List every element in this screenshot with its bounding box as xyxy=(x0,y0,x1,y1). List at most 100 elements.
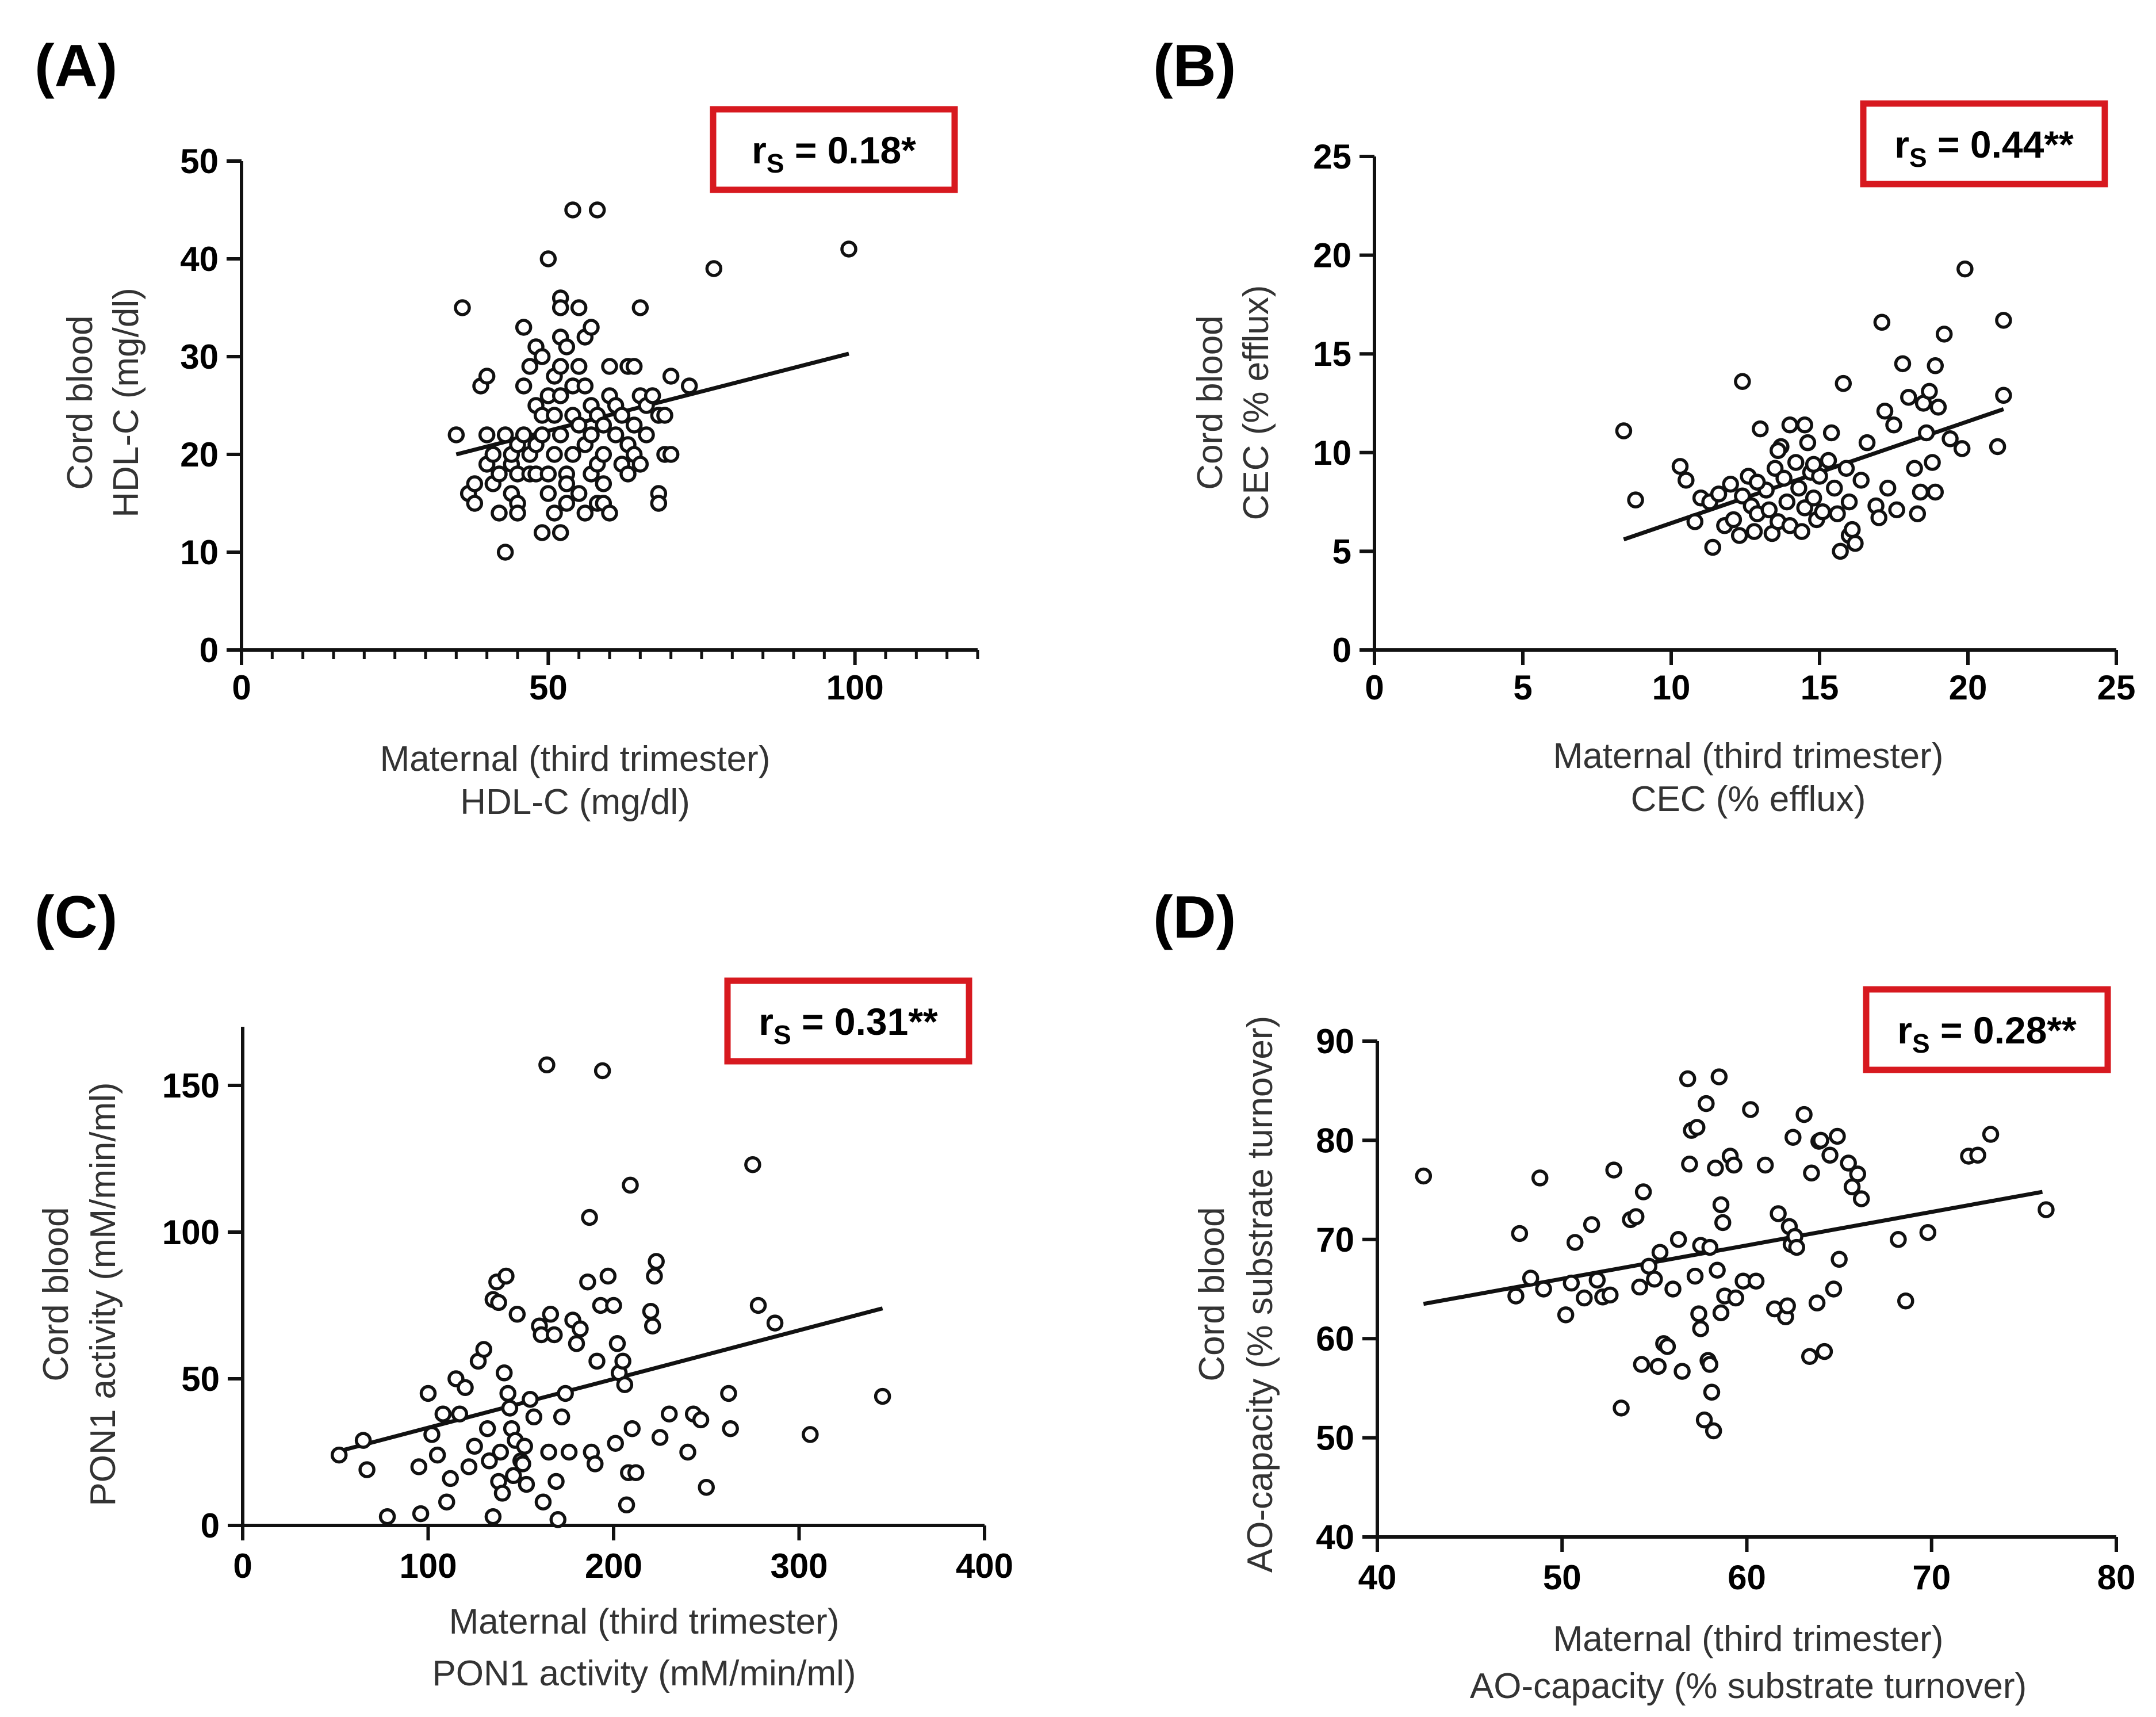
data-point xyxy=(722,1420,739,1437)
y-axis-title: Cord blood xyxy=(36,1207,76,1381)
data-point xyxy=(354,1432,372,1449)
data-point xyxy=(423,1426,441,1443)
data-point xyxy=(515,426,533,443)
data-point xyxy=(1690,1305,1707,1322)
y-tick-label: 100 xyxy=(162,1213,220,1252)
data-point xyxy=(1770,1205,1787,1222)
data-point xyxy=(546,407,563,424)
data-point xyxy=(1795,1106,1813,1123)
data-point xyxy=(534,1493,552,1510)
data-point xyxy=(1634,1183,1652,1200)
data-point xyxy=(595,416,612,434)
data-point xyxy=(539,465,557,483)
data-point xyxy=(802,1426,819,1443)
x-tick-label: 80 xyxy=(2097,1558,2136,1597)
y-tick-label: 10 xyxy=(180,533,219,572)
x-axis-title: CEC (% efflux) xyxy=(1631,779,1866,819)
data-point xyxy=(627,1464,645,1481)
data-point xyxy=(1956,260,1974,278)
data-point xyxy=(515,377,533,395)
data-point xyxy=(1876,402,1894,420)
data-point xyxy=(1826,479,1843,497)
data-point xyxy=(546,1326,563,1344)
data-point xyxy=(484,1508,502,1525)
data-point xyxy=(1935,326,1953,343)
x-tick-label: 300 xyxy=(770,1547,828,1585)
stat-box xyxy=(1860,100,2108,188)
data-point xyxy=(478,368,496,385)
data-point xyxy=(588,1352,606,1370)
panel-d: (D) 40 50 60 70 80 40 50 60 70 80 90 Maternal (third… xyxy=(1153,884,2135,1706)
stat-box xyxy=(724,977,972,1065)
data-point xyxy=(546,446,563,463)
data-point xyxy=(1669,1231,1687,1248)
x-axis-title: Maternal (third trimester) xyxy=(449,1602,840,1642)
y-tick-label: 80 xyxy=(1316,1121,1354,1160)
data-point xyxy=(560,1443,578,1461)
data-point xyxy=(1835,374,1852,392)
data-point xyxy=(1918,424,1935,442)
data-point xyxy=(1588,1271,1606,1289)
data-point xyxy=(605,1297,622,1314)
data-point xyxy=(533,348,551,365)
data-point xyxy=(1982,1126,2000,1143)
panel-b: (B) 0 5 10 15 20 25 0 5 10 15 20 25 Maternal (third t… xyxy=(1153,33,2135,819)
data-point xyxy=(595,475,612,492)
panel-label: (B) xyxy=(1153,33,1236,100)
data-point xyxy=(1734,373,1751,390)
y-axis-title: PON1 activity (mM/min/ml) xyxy=(83,1082,123,1506)
data-point xyxy=(579,1273,596,1291)
data-point xyxy=(1707,1159,1724,1177)
data-point xyxy=(454,299,471,316)
data-point xyxy=(614,1352,631,1370)
data-point xyxy=(749,1297,767,1314)
data-point xyxy=(1788,1238,1805,1256)
data-point xyxy=(616,1376,634,1393)
data-point xyxy=(478,1420,496,1437)
data-point xyxy=(1779,1297,1796,1315)
x-axis-title: AO-capacity (% substrate turnover) xyxy=(1470,1666,2027,1706)
data-point xyxy=(1781,416,1799,434)
data-point xyxy=(1805,489,1822,507)
data-point xyxy=(1784,1129,1802,1146)
y-axis-title: CEC (% efflux) xyxy=(1236,285,1276,521)
panel-c: (C) 0 100 200 300 400 0 50 100 150 Maternal (third… xyxy=(35,884,1013,1693)
data-point xyxy=(1793,523,1810,540)
data-point xyxy=(1812,1131,1829,1149)
data-point xyxy=(595,446,612,463)
data-point xyxy=(692,1411,710,1429)
data-point xyxy=(1646,1271,1663,1288)
data-point xyxy=(1906,460,1923,477)
x-tick-label: 70 xyxy=(1912,1558,1951,1597)
data-point xyxy=(496,544,514,561)
data-point xyxy=(1849,1165,1866,1183)
data-point xyxy=(499,1385,516,1402)
data-point xyxy=(516,1437,533,1455)
data-point xyxy=(1535,1280,1552,1298)
data-point xyxy=(1679,1070,1697,1088)
data-point xyxy=(587,1455,604,1473)
y-tick-label: 150 xyxy=(162,1066,220,1105)
data-point xyxy=(481,1452,498,1470)
data-point xyxy=(434,1405,452,1422)
data-point xyxy=(1748,473,1766,491)
y-tick-label: 20 xyxy=(1313,236,1351,275)
data-point xyxy=(1692,1320,1709,1337)
panel-label: (C) xyxy=(35,884,117,951)
data-point xyxy=(522,1390,539,1408)
data-point xyxy=(1745,523,1763,540)
y-tick-label: 50 xyxy=(181,1360,220,1398)
x-tick-label: 0 xyxy=(232,668,251,707)
data-point xyxy=(1879,479,1897,497)
data-point xyxy=(1770,442,1787,460)
x-axis-title: Maternal (third trimester) xyxy=(1553,736,1944,776)
data-point xyxy=(1921,383,1938,400)
x-tick-label: 5 xyxy=(1513,668,1532,707)
data-point xyxy=(410,1458,428,1475)
data-point xyxy=(1870,509,1887,526)
x-tick-label: 25 xyxy=(2097,668,2136,707)
data-point xyxy=(552,524,569,541)
spearman-annotation: rS = 0.18* xyxy=(752,129,916,178)
data-point xyxy=(607,1435,624,1452)
data-point xyxy=(558,475,576,492)
